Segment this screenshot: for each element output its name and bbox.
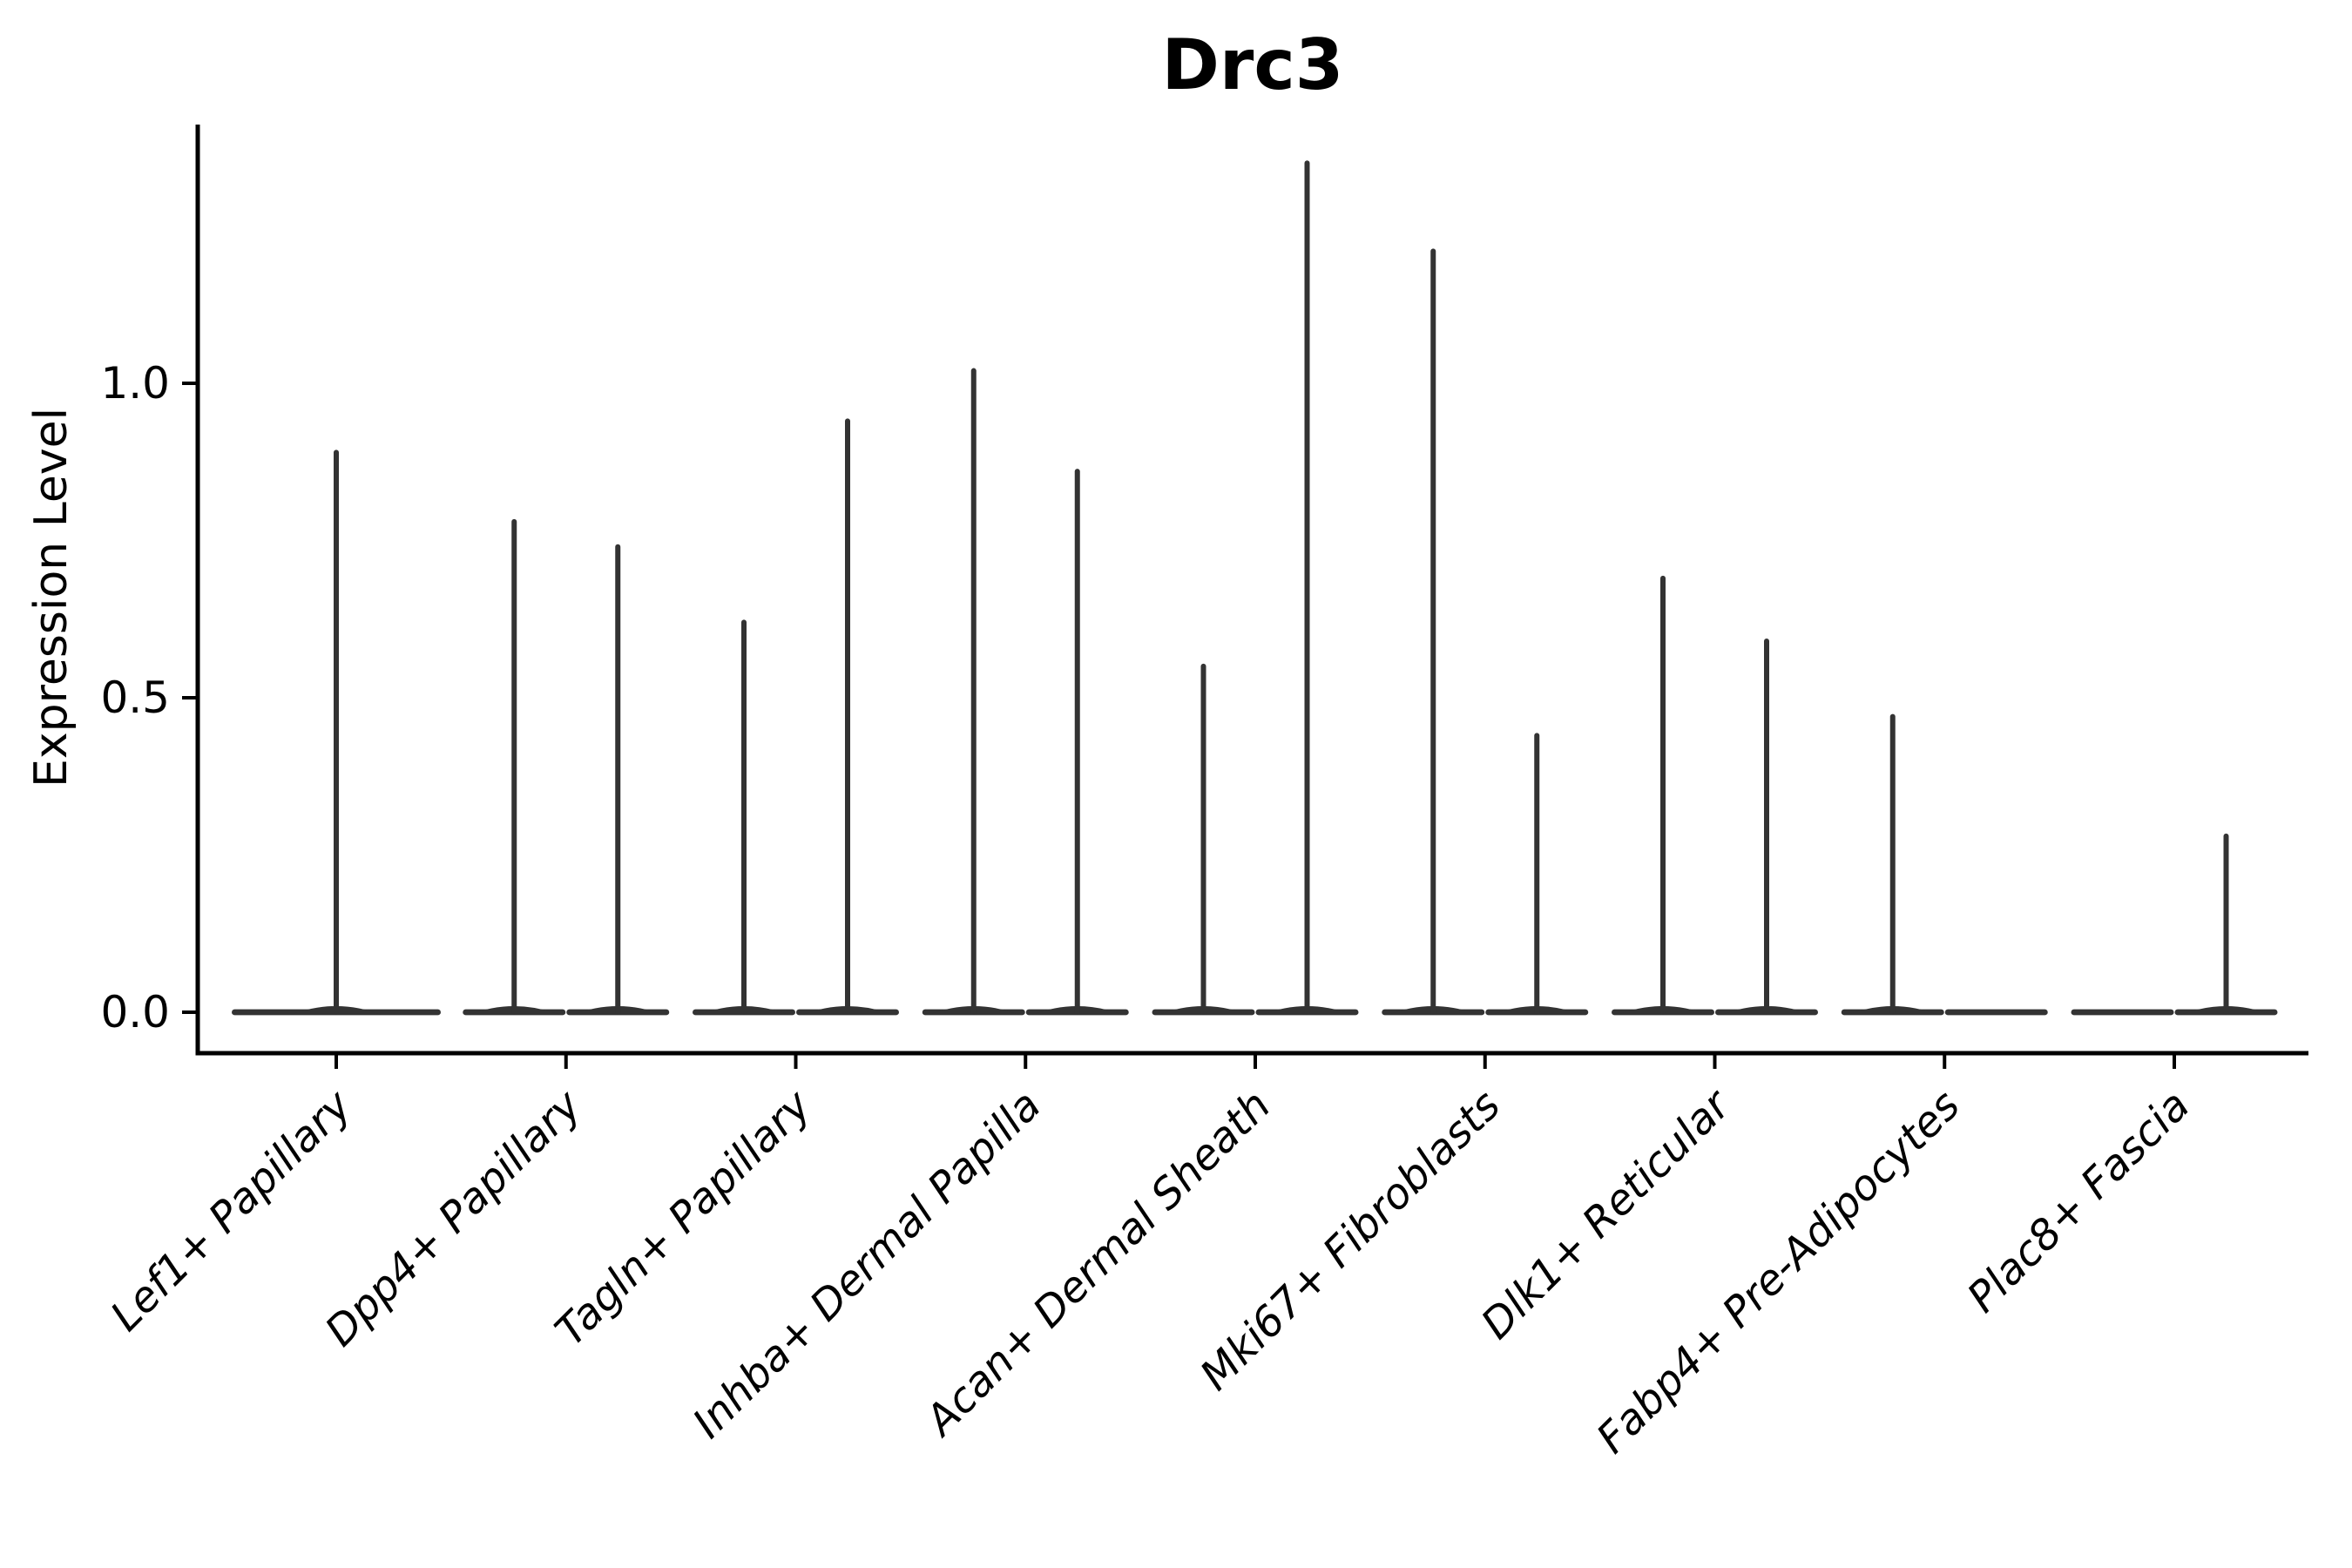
- violin-baseline: [1944, 1009, 2048, 1016]
- x-category-label: Lef1+ Papillary: [101, 1080, 362, 1341]
- y-tick-label: 1.0: [100, 358, 170, 409]
- x-category-label: Dpp4+ Papillary: [316, 1080, 591, 1355]
- x-category-label: Tagln+ Papillary: [546, 1080, 821, 1355]
- violin-group: [463, 518, 670, 1016]
- chart-title: Drc3: [1162, 24, 1344, 105]
- y-axis-label: Expression Level: [25, 408, 78, 787]
- y-tick-label: 0.0: [100, 987, 170, 1037]
- y-tick-label: 0.5: [100, 672, 170, 723]
- x-category-label: Fabp4+ Pre-Adipocytes: [1587, 1081, 1970, 1463]
- violin-baseline: [2071, 1009, 2174, 1016]
- x-category-label: Dlk1+ Reticular: [1472, 1079, 1742, 1349]
- violin-group: [2071, 833, 2278, 1016]
- violin-group: [1612, 575, 1818, 1016]
- violin-group: [922, 368, 1129, 1016]
- violin-group: [693, 418, 899, 1016]
- violin-group: [1152, 160, 1359, 1016]
- violins-layer: [232, 160, 2278, 1016]
- violin-group: [232, 449, 441, 1016]
- x-category-label: Plac8+ Fascia: [1958, 1081, 2200, 1322]
- violin-group: [1382, 248, 1589, 1016]
- violin-group: [1841, 713, 2048, 1016]
